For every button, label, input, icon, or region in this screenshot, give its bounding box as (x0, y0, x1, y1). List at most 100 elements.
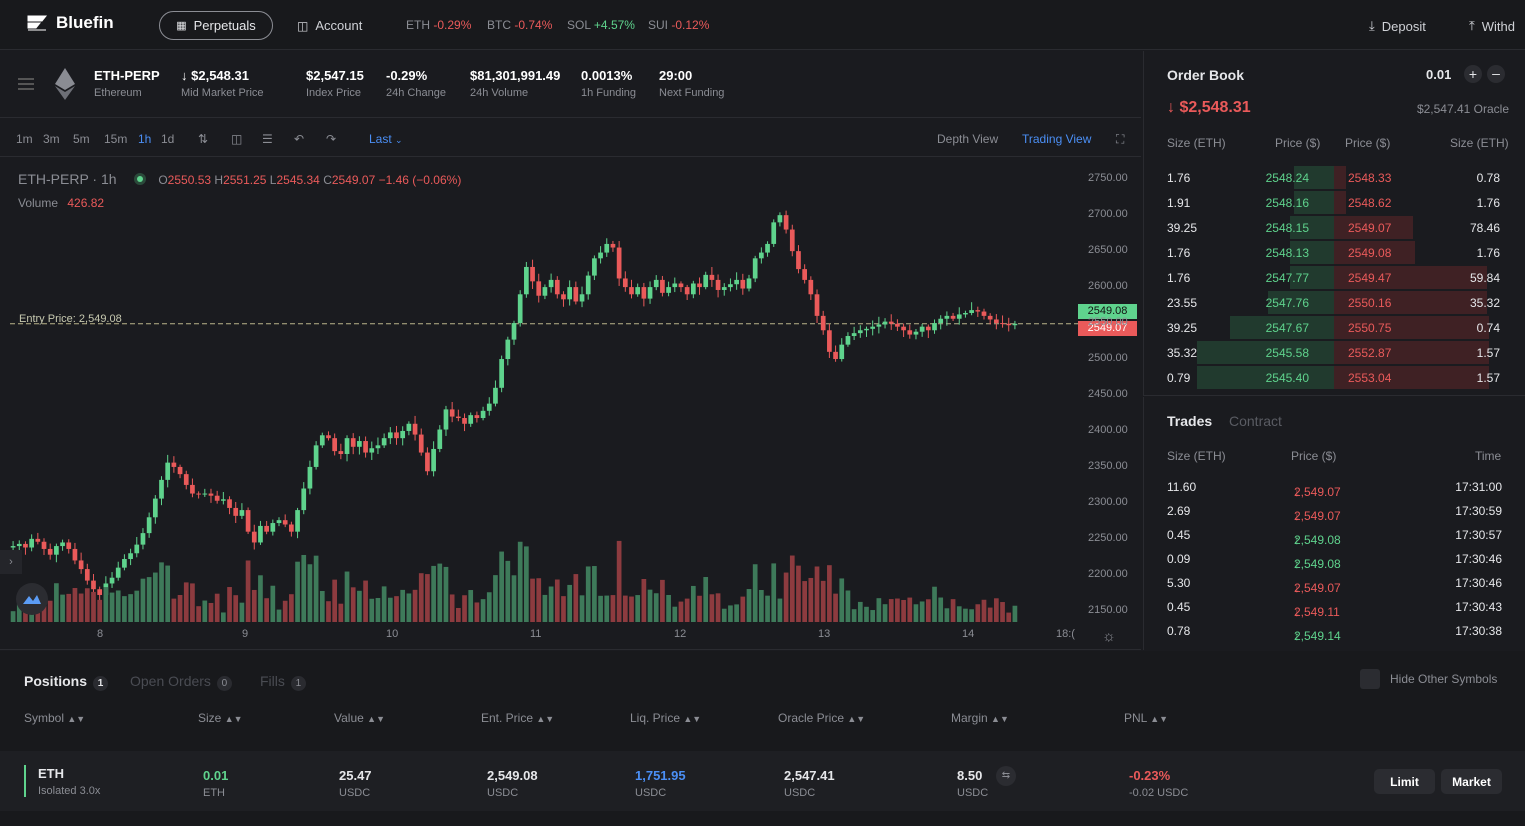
hide-other-label[interactable]: Hide Other Symbols (1390, 672, 1498, 686)
ticker-sol[interactable]: SOL +4.57% (567, 18, 635, 32)
adjust-margin-icon[interactable]: ⇆ (996, 766, 1016, 786)
tradingview-logo-icon[interactable] (16, 583, 48, 615)
positions-tab-label: Positions (24, 673, 88, 689)
fullscreen-icon[interactable]: ⛶ (1116, 132, 1125, 146)
candle-body (307, 466, 313, 489)
fills-tab[interactable]: Fills 1 (260, 673, 306, 691)
timeframe-1d[interactable]: 1d (161, 132, 175, 146)
market-info-bar: ETH-PERP Ethereum ↓ $2,548.31 Mid Market P… (0, 51, 1141, 118)
contract-tab[interactable]: Contract (1229, 413, 1282, 429)
candle-body (16, 543, 22, 547)
column-header-value[interactable]: Value ▲▼ (334, 711, 385, 725)
indicator-icon[interactable]: ⇅ (198, 132, 209, 146)
deposit-button[interactable]: ⤓ Deposit (1369, 18, 1426, 34)
decrease-tick-button[interactable]: – (1487, 65, 1505, 83)
chart-type-icon[interactable]: ◫ (231, 132, 243, 146)
menu-icon[interactable] (18, 78, 34, 90)
trades-tab[interactable]: Trades (1167, 413, 1213, 429)
candle-body (35, 538, 41, 542)
redo-icon[interactable]: ↷ (326, 132, 337, 146)
candle-body (783, 215, 789, 230)
withdraw-button[interactable]: ⤒ Withd (1469, 18, 1515, 34)
volume-bar (536, 578, 542, 622)
scroll-left-button[interactable]: › (0, 550, 22, 574)
positions-panel: Positions 1 Open Orders 0 Fills 1 Hide Othe… (0, 651, 1525, 826)
bid-size: 35.32 (1167, 346, 1198, 360)
order-book-price: ↓ $2,548.31 (1167, 99, 1251, 117)
perpetuals-tab[interactable]: ▦ Perpetuals (159, 11, 273, 40)
column-header-pnl[interactable]: PNL ▲▼ (1124, 711, 1168, 725)
ticker-change: -0.29% (433, 18, 472, 32)
open-orders-tab[interactable]: Open Orders 0 (130, 673, 232, 691)
depth-view-tab[interactable]: Depth View (937, 132, 999, 146)
settings-sliders-icon[interactable]: ☰ (262, 132, 273, 146)
column-header-oracle-price[interactable]: Oracle Price ▲▼ (778, 711, 865, 725)
candle-body (505, 339, 511, 360)
volume-bar (746, 589, 752, 622)
volume-bar (820, 580, 826, 622)
candle-body (159, 479, 164, 499)
volume-bar (567, 584, 573, 622)
price-axis-tick: 2300.00 (1088, 495, 1128, 508)
column-header-label: Size (198, 711, 222, 725)
price-type-dropdown[interactable]: Last ⌄ (369, 132, 403, 146)
volume-bar (78, 593, 84, 622)
volume-bar (245, 560, 251, 622)
timeframe-15m[interactable]: 15m (104, 132, 128, 146)
column-header-symbol[interactable]: Symbol ▲▼ (24, 711, 85, 725)
bid-depth-bar (1267, 291, 1334, 314)
volume-bar (944, 608, 950, 622)
position-oracle-unit: USDC (784, 787, 816, 799)
order-book-row[interactable]: 1.76 2547.77 2549.47 59.84 (1144, 265, 1510, 290)
candle-body (802, 269, 808, 280)
account-tab[interactable]: ◫ Account (297, 18, 362, 33)
volume-bar (449, 594, 455, 622)
candle-body (944, 315, 950, 319)
candle-body (245, 510, 251, 532)
candle-body (789, 229, 795, 252)
volume-bar (214, 593, 220, 622)
volume-bar (690, 585, 696, 622)
order-book-row[interactable]: 1.91 2548.16 2548.62 1.76 (1144, 190, 1510, 215)
price-chart[interactable]: ETH-PERP · 1h O2550.53 H2551.25 L2545.34… (0, 158, 1141, 650)
undo-icon[interactable]: ↶ (294, 132, 305, 146)
ticker-sui[interactable]: SUI -0.12% (648, 18, 709, 32)
column-header-liq-price[interactable]: Liq. Price ▲▼ (630, 711, 701, 725)
positions-tab[interactable]: Positions 1 (24, 673, 109, 691)
volume-bar (190, 583, 195, 622)
order-book-row[interactable]: 35.32 2545.58 2552.87 1.57 (1144, 340, 1510, 365)
order-book-row[interactable]: 0.79 2545.40 2553.04 1.57 (1144, 365, 1510, 390)
timeframe-5m[interactable]: 5m (73, 132, 90, 146)
ask-size-header: Size (ETH) (1450, 136, 1509, 150)
candlestick-chart[interactable] (0, 158, 1141, 650)
timeframe-3m[interactable]: 3m (43, 132, 60, 146)
order-book-row[interactable]: 1.76 2548.13 2549.08 1.76 (1144, 240, 1510, 265)
ticker-eth[interactable]: ETH -0.29% (406, 18, 471, 32)
column-header-size[interactable]: Size ▲▼ (198, 711, 243, 725)
column-header-margin[interactable]: Margin ▲▼ (951, 711, 1009, 725)
column-header-ent-price[interactable]: Ent. Price ▲▼ (481, 711, 554, 725)
order-book-row[interactable]: 1.76 2548.24 2548.33 0.78 (1144, 165, 1510, 190)
volume-bar (443, 566, 449, 622)
candle-body (171, 462, 177, 467)
trading-view-tab[interactable]: Trading View (1022, 132, 1092, 146)
timeframe-1h[interactable]: 1h (138, 132, 152, 146)
limit-close-button[interactable]: Limit (1374, 769, 1435, 794)
market-selector[interactable]: ETH-PERP Ethereum (94, 68, 160, 99)
timeframe-1m[interactable]: 1m (16, 132, 33, 146)
hide-other-checkbox[interactable] (1360, 669, 1380, 689)
order-book-row[interactable]: 23.55 2547.76 2550.16 35.32 (1144, 290, 1510, 315)
increase-tick-button[interactable]: + (1464, 65, 1482, 83)
chart-settings-icon[interactable]: ☼ (1102, 628, 1116, 645)
ticker-btc[interactable]: BTC -0.74% (487, 18, 552, 32)
volume-bar (177, 594, 183, 622)
volume-bar (783, 572, 789, 622)
order-book-row[interactable]: 39.25 2548.15 2549.07 78.46 (1144, 215, 1510, 240)
volume-bar (517, 541, 523, 622)
bluefin-logo[interactable]: Bluefin (26, 13, 114, 33)
market-close-button[interactable]: Market (1441, 769, 1502, 794)
order-book-row[interactable]: 39.25 2547.67 2550.75 0.74 (1144, 315, 1510, 340)
position-row-eth[interactable]: ETH Isolated 3.0x 0.01 ETH 25.47 USDC 2,549… (0, 751, 1525, 811)
ask-price: 2548.33 (1348, 171, 1392, 185)
trade-price: 2,549.08 (1294, 557, 1341, 571)
